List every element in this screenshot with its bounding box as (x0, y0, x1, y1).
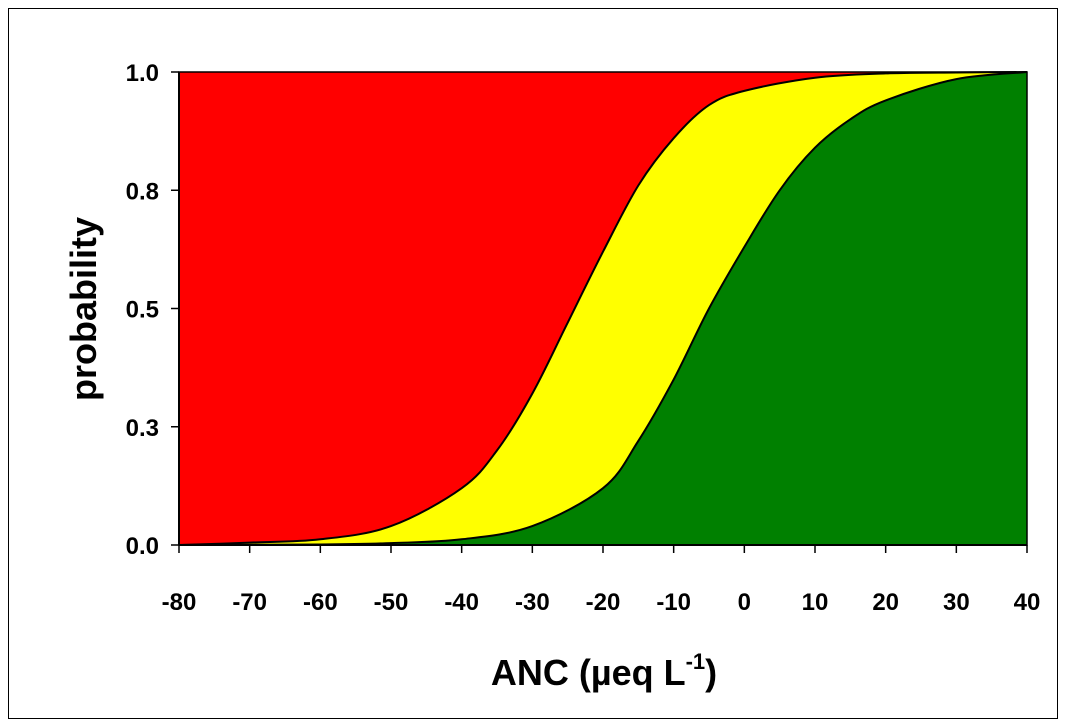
x-tick-label: 40 (1014, 589, 1041, 616)
y-tick-label: 0.8 (126, 178, 159, 205)
x-tick-label: -10 (656, 589, 691, 616)
x-tick-label: -70 (232, 589, 267, 616)
plot-area (178, 71, 1028, 546)
region-bottom (179, 72, 1027, 545)
x-tick-label: -20 (586, 589, 621, 616)
axes: -80 -70 -60 -50 -40 -30 -20 -10 0 10 20 30 40 0.0 0.3 0… (126, 60, 1041, 616)
y-tick-label: 0.5 (126, 297, 159, 324)
series-line-2 (178, 71, 1028, 546)
x-tick-label: 10 (802, 589, 829, 616)
x-tick-label: -60 (303, 589, 338, 616)
series-line-1 (178, 71, 1028, 546)
x-tick-label: 0 (738, 589, 751, 616)
x-tick-label: -40 (444, 589, 479, 616)
x-tick-label: 30 (943, 589, 970, 616)
x-axis-title-close: ) (705, 652, 717, 693)
y-tick-label: 1.0 (126, 60, 159, 87)
y-tick-label: 0.0 (126, 533, 159, 560)
x-tick-label: -30 (515, 589, 550, 616)
x-tick-label: 20 (872, 589, 899, 616)
x-tick-label: -50 (374, 589, 409, 616)
x-axis-title-main: ANC (µeq L (491, 652, 686, 693)
y-axis-title: probability (63, 217, 104, 401)
x-axis-title-superscript: -1 (686, 649, 706, 674)
region-middle (179, 72, 1027, 545)
x-tick-label: -80 (162, 589, 197, 616)
x-axis-title: ANC (µeq L-1) (491, 649, 717, 693)
y-tick-label: 0.3 (126, 415, 159, 442)
